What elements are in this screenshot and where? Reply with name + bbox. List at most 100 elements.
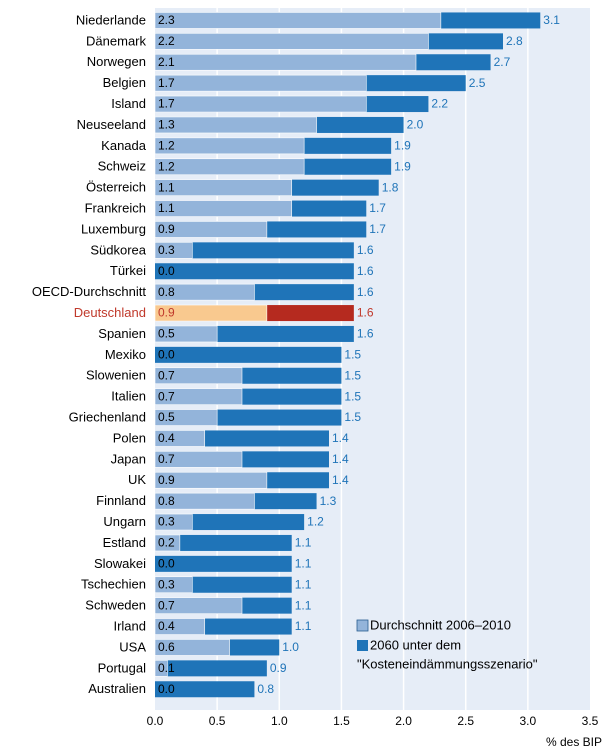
bar-label-avg: 0.3 <box>158 577 175 591</box>
bar-label-2060: 1.1 <box>295 577 312 591</box>
bar-label-2060: 1.6 <box>357 306 374 320</box>
bar-avg <box>154 242 193 259</box>
bar-label-2060: 1.5 <box>344 368 361 382</box>
bar-label-avg: 0.5 <box>158 410 175 424</box>
bar-2060 <box>155 534 292 551</box>
legend-swatch-avg <box>356 619 369 632</box>
bar-label-avg: 2.3 <box>158 13 175 27</box>
bar-label-avg: 0.8 <box>158 494 175 508</box>
bar-2060 <box>155 681 255 698</box>
category-label: Türkei <box>110 263 146 278</box>
bar-label-avg: 0.9 <box>158 473 175 487</box>
bar-label-2060: 1.9 <box>394 159 411 173</box>
bar-avg <box>154 430 206 447</box>
bar-label-avg: 0.0 <box>158 557 175 571</box>
bar-label-2060: 1.5 <box>344 348 361 362</box>
bar-label-avg: 0.0 <box>158 348 175 362</box>
bar-label-avg: 0.7 <box>158 598 175 612</box>
bar-label-avg: 0.7 <box>158 389 175 403</box>
category-label: Polen <box>113 430 146 445</box>
bar-avg <box>154 74 367 92</box>
category-label: Österreich <box>86 180 146 195</box>
bar-avg <box>154 53 417 71</box>
bar-label-2060: 1.4 <box>332 452 349 466</box>
bar-label-avg: 0.6 <box>158 640 175 654</box>
bar-avg <box>154 179 293 196</box>
bar-avg <box>154 12 442 29</box>
bar-avg <box>154 388 243 405</box>
bar-avg <box>154 576 193 594</box>
bar-2060 <box>155 242 354 259</box>
bar-label-2060: 1.1 <box>295 598 312 612</box>
bar-avg <box>154 95 367 113</box>
category-label: Tschechien <box>81 577 146 592</box>
bar-label-avg: 0.2 <box>158 536 175 550</box>
bar-label-2060: 3.1 <box>543 13 560 27</box>
bar-avg <box>154 471 268 489</box>
category-label: UK <box>128 472 146 487</box>
bar-label-avg: 0.5 <box>158 327 175 341</box>
category-label: Slowenien <box>86 368 146 383</box>
bar-label-2060: 0.8 <box>257 682 274 696</box>
category-label: Island <box>111 96 146 111</box>
x-tick-label: 0.5 <box>209 714 226 728</box>
x-tick-label: 3.0 <box>520 714 537 728</box>
category-label: Belgien <box>103 75 146 90</box>
bar-label-2060: 1.6 <box>357 285 374 299</box>
category-label: Irland <box>113 618 146 633</box>
category-label: Australien <box>88 681 146 696</box>
legend: Durchschnitt 2006–2010 2060 unter dem "K… <box>356 617 538 671</box>
bar-label-2060: 2.7 <box>494 55 511 69</box>
bar-label-2060: 1.1 <box>295 557 312 571</box>
bar-label-avg: 0.1 <box>158 661 175 675</box>
bar-label-2060: 1.3 <box>320 494 337 508</box>
category-label: Norwegen <box>87 54 146 69</box>
bars-group: 2.3 3.1 2.2 2.8 2.1 2.7 1.7 2.5 1.7 2.2 1.3 2.0 1.2 1… <box>154 12 560 698</box>
category-label: USA <box>119 639 146 654</box>
bar-avg <box>154 409 218 426</box>
category-label: Niederlande <box>76 12 146 27</box>
bar-label-avg: 1.7 <box>158 97 175 111</box>
bar-label-2060: 1.0 <box>282 640 299 654</box>
category-label: Spanien <box>98 326 146 341</box>
category-label: Portugal <box>98 660 147 675</box>
bar-label-avg: 2.1 <box>158 55 175 69</box>
legend-label-avg: Durchschnitt 2006–2010 <box>370 617 511 632</box>
bar-2060 <box>155 555 292 572</box>
bar-avg <box>154 304 268 322</box>
x-axis-ticks: 0.0 0.5 1.0 1.5 2.0 2.5 3.0 3.5 <box>147 714 599 728</box>
bar-label-2060: 2.5 <box>469 76 486 90</box>
x-tick-label: 0.0 <box>147 714 164 728</box>
bar-label-2060: 1.5 <box>344 410 361 424</box>
category-label: Schweiz <box>98 159 146 174</box>
x-tick-label: 1.5 <box>333 714 350 728</box>
legend-label-2060-line1: 2060 unter dem <box>370 637 461 652</box>
category-label: Mexiko <box>105 347 146 362</box>
bar-label-avg: 1.1 <box>158 180 175 194</box>
legend-swatch-2060 <box>357 640 368 651</box>
bar-avg <box>154 451 243 468</box>
category-label: Ungarn <box>103 514 146 529</box>
bar-label-avg: 0.9 <box>158 222 175 236</box>
category-label: Estland <box>103 535 146 550</box>
category-label: Finnland <box>96 493 146 508</box>
category-labels: Niederlande Dänemark Norwegen Belgien Island… <box>32 12 147 696</box>
bar-label-2060: 1.9 <box>394 139 411 153</box>
bar-label-avg: 0.4 <box>158 431 175 445</box>
category-label: Japan <box>111 451 146 466</box>
category-label: Slowakei <box>94 556 146 571</box>
bar-avg <box>154 597 243 614</box>
x-axis-label: % des BIP <box>546 735 602 749</box>
bar-label-2060: 2.2 <box>431 97 448 111</box>
bar-label-2060: 1.2 <box>307 515 324 529</box>
bar-label-2060: 2.0 <box>407 118 424 132</box>
bar-label-2060: 1.1 <box>295 619 312 633</box>
bar-label-2060: 1.6 <box>357 264 374 278</box>
bar-label-2060: 2.8 <box>506 34 523 48</box>
bar-label-avg: 1.2 <box>158 159 175 173</box>
bar-label-avg: 0.0 <box>158 682 175 696</box>
bar-avg <box>154 534 181 552</box>
bar-label-avg: 0.0 <box>158 264 175 278</box>
bar-label-2060: 1.7 <box>369 222 386 236</box>
